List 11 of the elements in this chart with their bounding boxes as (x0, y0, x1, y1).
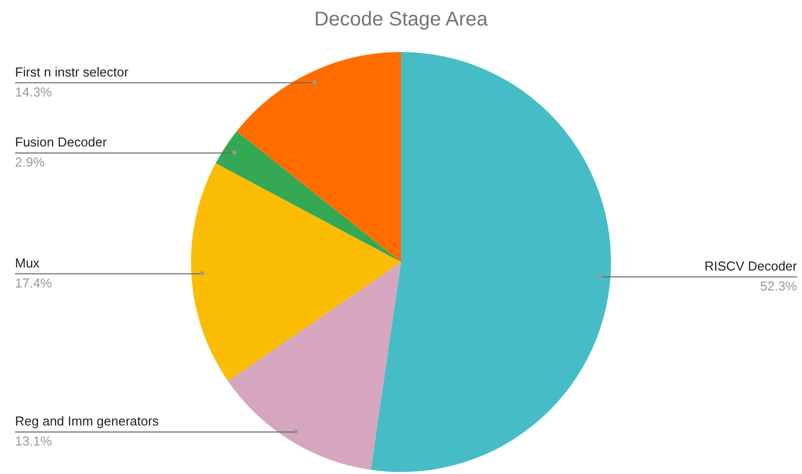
slice-label: Fusion Decoder (15, 134, 108, 150)
slice-label: Mux (15, 255, 40, 270)
data-label: 13.1% (15, 434, 52, 449)
data-label: 52.3% (760, 278, 798, 294)
slice-label: Reg and Imm generators (15, 414, 160, 429)
slice-label: RISCV Decoder (704, 258, 798, 274)
slice-label: First n instr selector (15, 64, 130, 80)
chart-title: Decode Stage Area (314, 8, 489, 31)
data-label: 14.3% (15, 84, 52, 100)
data-label: 17.4% (15, 275, 52, 290)
data-label: 2.9% (15, 154, 46, 170)
